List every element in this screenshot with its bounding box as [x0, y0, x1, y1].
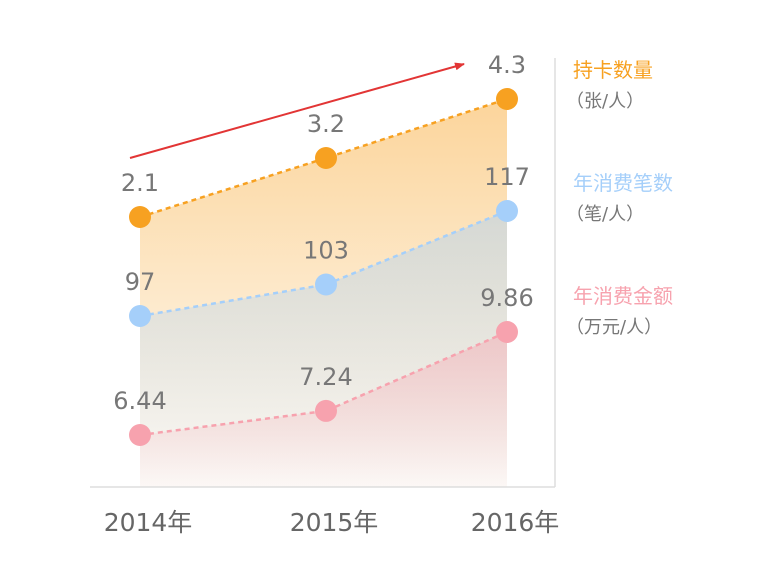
data-point	[496, 321, 518, 343]
legend-series-name: 年消费笔数	[573, 171, 673, 195]
data-point	[129, 424, 151, 446]
data-label: 2.1	[121, 169, 159, 197]
data-point	[315, 273, 337, 296]
data-point	[129, 206, 151, 228]
legend-series-unit: （万元/人）	[566, 317, 662, 338]
legend: 持卡数量 （张/人） 年消费笔数 （笔/人） 年消费金额 （万元/人）	[566, 58, 673, 338]
legend-series-unit: （笔/人）	[566, 204, 644, 225]
x-tick-label: 2016年	[471, 508, 560, 537]
trend-arrow	[129, 62, 465, 159]
series-area	[140, 332, 507, 487]
lines-layer	[139, 97, 508, 437]
data-label: 3.2	[307, 110, 345, 138]
data-label: 97	[125, 268, 156, 296]
data-label: 103	[303, 237, 349, 265]
legend-series-name: 持卡数量	[573, 58, 653, 82]
x-tick-label: 2015年	[290, 508, 379, 537]
axes-layer	[90, 58, 556, 488]
legend-series-name: 年消费金额	[573, 284, 673, 308]
data-label: 6.44	[113, 387, 166, 415]
x-tick-label: 2014年	[104, 508, 193, 537]
data-point	[496, 200, 518, 222]
data-point	[129, 305, 151, 327]
points-layer	[129, 88, 518, 446]
data-label: 7.24	[299, 363, 352, 391]
data-label: 4.3	[488, 51, 526, 79]
series-line	[139, 209, 508, 318]
data-label: 9.86	[480, 284, 533, 312]
legend-series-unit: （张/人）	[566, 91, 644, 112]
series-line	[139, 97, 508, 219]
labels-layer: 2014年 2015年 2016年 2.1 3.2 4.3 97 103 117 6.44 7.24…	[104, 51, 560, 537]
series-line	[139, 330, 508, 437]
annotation-layer	[129, 62, 465, 159]
data-point	[496, 88, 518, 110]
data-point	[315, 147, 337, 169]
data-label: 117	[484, 163, 530, 191]
data-point	[315, 399, 337, 422]
